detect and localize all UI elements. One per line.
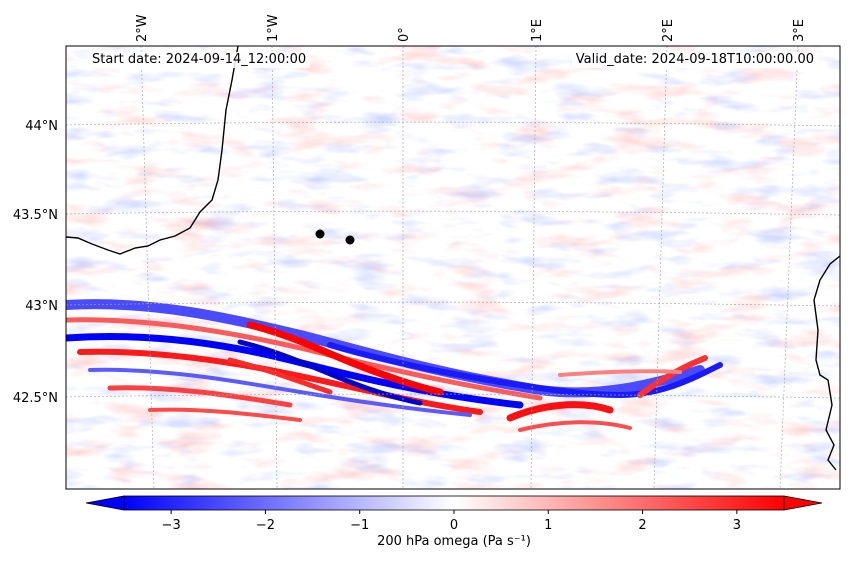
colorbar-tick-label: 1	[544, 518, 552, 533]
lat-label-44n: 44°N	[25, 119, 58, 134]
colorbar-ticks: −3 −2 −1 0 1 2 3	[162, 510, 741, 533]
coastline	[66, 46, 840, 471]
lon-label-2w: 2°W	[135, 14, 150, 42]
lon-label-0: 0°	[397, 27, 412, 42]
start-date-label: Start date: 2024-09-14_12:00:00	[88, 52, 311, 68]
colorbar-tick-label: 0	[450, 518, 458, 533]
omega-field	[66, 46, 840, 489]
colorbar-extend-min	[85, 495, 125, 511]
plot-frame	[65, 45, 841, 490]
colorbar-gradient	[123, 495, 785, 511]
lon-label-2e: 2°E	[661, 19, 676, 42]
graticule	[66, 46, 840, 489]
lon-label-1e: 1°E	[530, 19, 545, 42]
lat-label-43-5n: 43.5°N	[13, 208, 58, 223]
colorbar-tick-label: −1	[350, 518, 369, 533]
wave-band	[66, 299, 723, 432]
lat-labels: 44°N 43.5°N 43°N 42.5°N	[13, 119, 58, 406]
colorbar-tick-label: −3	[162, 518, 181, 533]
colorbar: −3 −2 −1 0 1 2 3 200 hPa omega (Pa s⁻¹)	[85, 495, 823, 549]
marker-point-b	[345, 235, 355, 245]
colorbar-tick-label: 3	[733, 518, 741, 533]
lon-label-1w: 1°W	[266, 14, 281, 42]
colorbar-tick-label: −2	[256, 518, 275, 533]
colorbar-extend-max	[783, 495, 823, 511]
lat-label-43n: 43°N	[25, 299, 58, 314]
lon-labels: 2°W 1°W 0° 1°E 2°E 3°E	[135, 14, 807, 42]
lat-label-42-5n: 42.5°N	[13, 391, 58, 406]
marker-point-a	[315, 229, 325, 239]
colorbar-tick-label: 2	[638, 518, 646, 533]
colorbar-label: 200 hPa omega (Pa s⁻¹)	[377, 534, 531, 549]
lon-label-3e: 3°E	[792, 19, 807, 42]
valid-date-label: Valid_date: 2024-09-18T10:00:00.00	[571, 52, 818, 68]
